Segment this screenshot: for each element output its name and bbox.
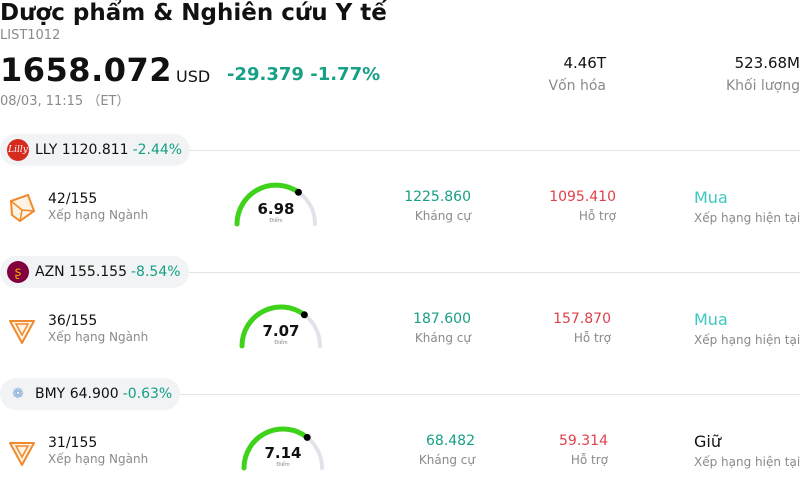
resistance-label: Kháng cự [414,209,471,223]
stock-chip-bmy[interactable]: ❁ BMY 64.900 -0.63% [0,378,181,410]
industry-rank-label: Xếp hạng Ngành [48,452,149,466]
support-value: 157.870 [553,311,611,327]
astrazeneca-logo-icon: ʂ [7,261,29,283]
ticker: AZN [35,264,65,280]
change-value: -29.379 [227,64,304,85]
support-label: Hỗ trợ [578,209,616,223]
score-label: Điểm [276,462,290,468]
gauge-fill [234,182,301,227]
rating-value: Mua [694,310,728,329]
score-gauge [239,304,322,349]
gauge-fill [239,304,307,349]
stock-chip-azn[interactable]: ʂ AZN 155.155 -8.54% [0,256,189,288]
stock-chip-lly[interactable]: Lilly LLY 1120.811 -2.44% [0,134,191,166]
row-divider [0,394,800,395]
support-label: Hỗ trợ [570,453,608,467]
rank-badge-icon [9,320,35,344]
resistance-label: Kháng cự [414,331,471,345]
resistance-value: 68.482 [426,433,475,449]
score-label: Điểm [269,218,283,224]
rating-label: Xếp hạng hiện tại [694,211,800,225]
timestamp: 08/03, 11:15 （ET） [0,94,130,109]
bms-logo-icon: ❁ [12,386,24,402]
row-divider [0,150,800,151]
gauge-marker [295,188,302,196]
industry-rank-label: Xếp hạng Ngành [48,330,149,344]
resistance-label: Kháng cự [418,453,475,467]
industry-rank: 31/155 [48,435,98,451]
market-cap-label: Vốn hóa [548,78,606,94]
lilly-logo-icon: Lilly [7,139,29,161]
ticker: BMY [35,386,66,402]
stock-change: -2.44% [132,142,183,158]
stock-price: 1120.811 [61,142,129,158]
stock-price: 155.155 [69,264,127,280]
page-title: Dược phẩm & Nghiên cứu Y tế [0,0,387,26]
gauge-marker [303,433,311,441]
change-percent: -1.77% [310,64,381,85]
resistance-value: 187.600 [413,311,471,327]
index-price: 1658.072 [0,51,173,89]
stock-price: 64.900 [69,386,119,402]
gauge-fill [241,426,310,471]
stock-change: -8.54% [131,264,181,280]
industry-rank-label: Xếp hạng Ngành [48,208,149,222]
price-change: -29.379 -1.77% [227,64,380,85]
support-label: Hỗ trợ [573,331,611,345]
rating-value: Giữ [694,432,721,451]
rank-badge-icon [9,193,36,223]
score-value: 6.98 [257,200,295,218]
support-value: 1095.410 [549,189,616,205]
support-value: 59.314 [559,433,608,449]
score-value: 7.07 [262,322,300,340]
resistance-value: 1225.860 [404,189,471,205]
industry-rank: 42/155 [48,191,98,207]
index-code: LIST1012 [0,28,61,43]
rating-label: Xếp hạng hiện tại [694,333,800,347]
score-value: 7.14 [264,444,302,462]
market-cap-value: 4.46T [563,54,606,72]
rating-label: Xếp hạng hiện tại [694,455,800,469]
score-gauge [241,426,324,471]
score-gauge [234,182,317,227]
row-divider [0,272,800,273]
volume-label: Khối lượng [725,78,800,94]
volume-value: 523.68M [734,54,800,72]
ticker: LLY [35,142,58,158]
rank-badge-icon [9,442,35,466]
gauge-marker [300,311,308,319]
industry-rank: 36/155 [48,313,98,329]
currency-label: USD [176,67,211,86]
stock-change: -0.63% [122,386,173,402]
rating-value: Mua [694,188,728,207]
score-label: Điểm [274,340,288,346]
